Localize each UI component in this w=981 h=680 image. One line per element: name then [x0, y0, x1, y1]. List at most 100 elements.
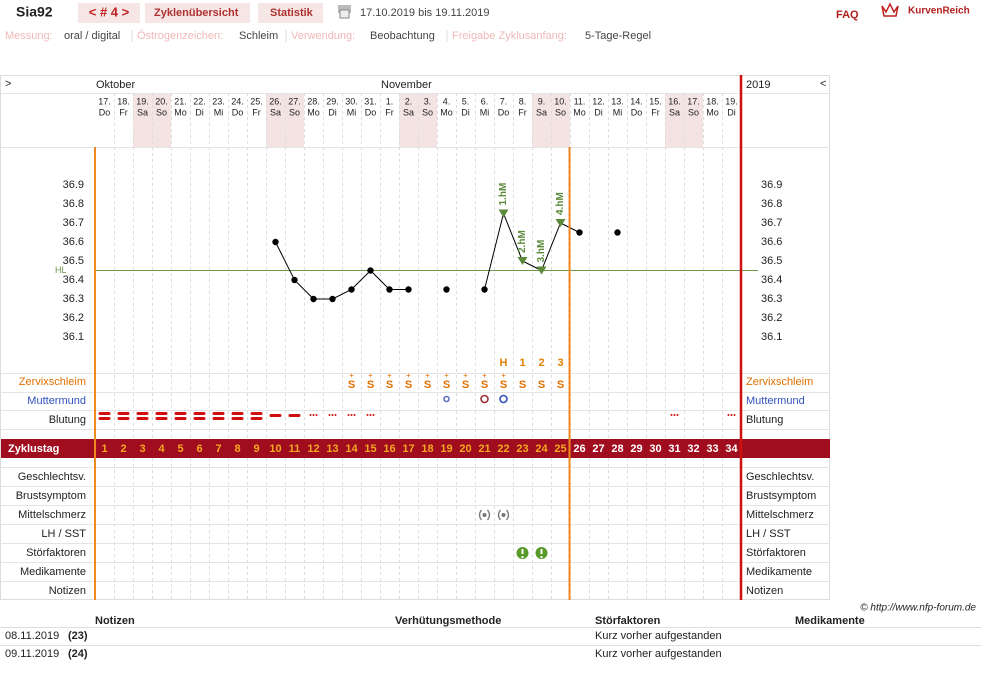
cycle-day: 21 — [478, 443, 490, 455]
arrow[interactable]: > — [5, 78, 11, 90]
muttermund-icon — [499, 394, 508, 404]
cycle-day: 26 — [573, 443, 585, 455]
weekday: Mi — [347, 107, 357, 117]
spotting-icon — [334, 414, 337, 416]
pain-icon — [482, 513, 487, 517]
zervix-symbol: S — [519, 379, 526, 391]
spotting-icon — [312, 414, 315, 416]
cycle-day: 28 — [611, 443, 623, 455]
weekday: Sa — [536, 107, 547, 117]
cycle-day: 3 — [139, 443, 145, 455]
spotting-icon — [670, 414, 673, 416]
spotting-icon — [733, 414, 736, 416]
row-label: Notizen — [746, 585, 783, 597]
cycle-day: 17 — [402, 443, 414, 455]
y-tick-label: 36.9 — [63, 179, 84, 191]
date: 18. — [706, 96, 719, 106]
row-label: Blutung — [49, 414, 86, 426]
temperature-point — [348, 286, 355, 293]
bleeding-icon — [231, 417, 244, 420]
date: 4. — [443, 96, 451, 106]
tab[interactable]: Zyklenübersicht — [154, 7, 239, 19]
weekday: Di — [461, 107, 470, 117]
nav-bg — [78, 3, 140, 23]
cycle-day: 16 — [383, 443, 395, 455]
disturbance-icon — [521, 556, 524, 558]
peak-label: H — [500, 357, 508, 369]
bleeding-icon — [155, 417, 168, 420]
cycle-day: 10 — [269, 443, 281, 455]
tab[interactable]: Statistik — [270, 7, 314, 19]
disturbance-icon — [540, 556, 543, 558]
cycle-day: 24 — [535, 443, 548, 455]
note-date: 08.11.2019 — [5, 630, 59, 642]
weekend-bg — [532, 93, 551, 147]
weekday: Fr — [252, 107, 261, 117]
bleeding-icon — [136, 417, 149, 420]
y-tick-label: 36.9 — [761, 179, 782, 191]
print-icon[interactable] — [338, 5, 351, 19]
bleeding-icon — [231, 412, 244, 415]
row-label: Notizen — [49, 585, 86, 597]
weekday: Sa — [403, 107, 414, 117]
weekday: Mo — [307, 107, 320, 117]
hl-label: HL — [55, 265, 67, 275]
weekday: Sa — [270, 107, 281, 117]
weekday: Fr — [119, 107, 128, 117]
row-label: Zervixschleim — [19, 376, 86, 388]
weekday: So — [555, 107, 566, 117]
date: 18. — [117, 96, 130, 106]
weekend-bg — [133, 93, 152, 147]
bleeding-icon — [117, 412, 130, 415]
zervix-symbol: S — [538, 379, 545, 391]
y-tick-label: 36.2 — [63, 312, 84, 324]
setting-label: Messung: — [5, 30, 53, 42]
cycle-day: 34 — [725, 443, 738, 455]
cycle-nav[interactable]: < # 4 > — [89, 4, 130, 19]
date: 24. — [231, 96, 244, 106]
bleeding-icon — [212, 412, 225, 415]
row-label: LH / SST — [746, 528, 791, 540]
zervix-plus: + — [406, 371, 411, 380]
weekday: Fr — [385, 107, 394, 117]
y-tick-label: 36.8 — [63, 198, 84, 210]
period: 17.10.2019 bis 19.11.2019 — [360, 7, 489, 19]
date: 29. — [326, 96, 339, 106]
weekend-bg — [418, 93, 437, 147]
arrow[interactable]: < — [820, 78, 826, 90]
hm-label: 1.hM — [498, 183, 509, 206]
muttermund-icon — [480, 394, 489, 404]
spotting-icon — [372, 414, 375, 416]
cycle-day: 14 — [345, 443, 358, 455]
date: 13. — [611, 96, 624, 106]
table-header: Notizen — [95, 615, 135, 627]
cycle-day: 13 — [326, 443, 338, 455]
brand[interactable]: KurvenReich — [908, 6, 970, 17]
bleeding-icon — [136, 412, 149, 415]
row-label: Mittelschmerz — [746, 509, 814, 521]
bleeding-icon — [174, 412, 187, 415]
weekday: Di — [328, 107, 337, 117]
date: 30. — [345, 96, 358, 106]
faq-link[interactable]: FAQ — [836, 9, 859, 21]
row-label: Mittelschmerz — [18, 509, 86, 521]
row-label: Muttermund — [27, 395, 86, 407]
temperature-line — [276, 214, 618, 300]
zervix-symbol: S — [424, 379, 431, 391]
hm-label: 3.hM — [536, 240, 547, 263]
spotting-icon — [309, 414, 312, 416]
date: 1. — [386, 96, 394, 106]
weekday: Do — [631, 107, 643, 117]
cycle-day: 5 — [177, 443, 183, 455]
bleeding-icon — [98, 412, 111, 415]
cycle-day: 15 — [364, 443, 376, 455]
weekend-bg — [152, 93, 171, 147]
date: 16. — [668, 96, 681, 106]
brand-icon — [881, 2, 899, 17]
weekend-bg — [665, 93, 684, 147]
row-label: Brustsymptom — [16, 490, 86, 502]
cycle-day: 33 — [706, 443, 718, 455]
zervix-symbol: S — [462, 379, 469, 391]
date: 31. — [364, 96, 377, 106]
